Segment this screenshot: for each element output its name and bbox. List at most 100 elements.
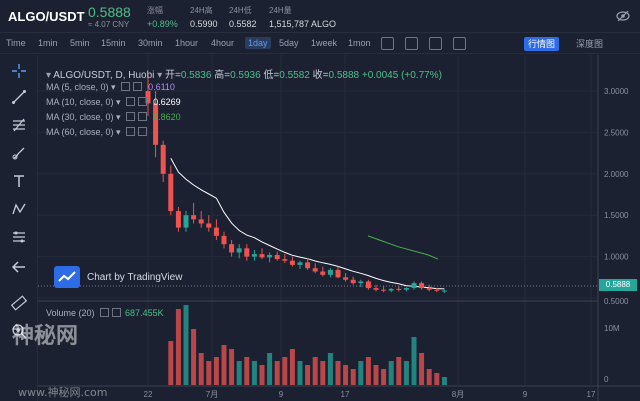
date-tick-label: 9 <box>523 390 528 399</box>
change-value: +0.0045 (+0.77%) <box>361 70 442 81</box>
volume-bar <box>289 349 295 385</box>
ma30-legend[interactable]: MA (30, close, 0) ▾ 0.8620 <box>46 112 181 122</box>
price-axis: 3.0000 2.5000 2.0000 1.5000 1.0000 0.5000 10M 0 <box>597 55 640 401</box>
text-tool-icon[interactable] <box>11 173 27 189</box>
ohlc-legend: ▾ ALGO/USDT, D, Huobi ▾ 开=0.5836 高=0.593… <box>46 66 442 81</box>
settings-small-icon[interactable] <box>138 112 148 121</box>
trendline-icon[interactable] <box>11 89 27 105</box>
settings-icon[interactable] <box>405 37 418 50</box>
tradingview-credit[interactable]: Chart by TradingView <box>87 272 183 283</box>
volume-legend[interactable]: Volume (20) 687.455K <box>46 308 164 318</box>
volume-label: Volume (20) <box>46 308 95 318</box>
back-arrow-icon[interactable] <box>11 259 27 275</box>
eye-toggle-icon[interactable] <box>126 127 136 136</box>
volume-bar <box>358 361 364 385</box>
prediction-icon[interactable] <box>11 229 27 245</box>
indicator-icon[interactable] <box>381 37 394 50</box>
date-axis: 22 7月 9 17 8月 9 17 <box>38 385 640 399</box>
open-label: 开= <box>165 70 181 81</box>
tf-1day[interactable]: 1day <box>245 37 271 49</box>
settings-small-icon[interactable] <box>138 127 148 136</box>
ma5-label: MA (5, close, 0) <box>46 82 109 92</box>
settings-small-icon[interactable] <box>138 97 148 106</box>
symbol-name[interactable]: ALGO/USDT <box>8 9 85 24</box>
volume-bar <box>327 353 333 385</box>
zoom-in-icon[interactable] <box>11 323 27 339</box>
eye-toggle-icon[interactable] <box>126 97 136 106</box>
tf-4hour[interactable]: 4hour <box>211 38 235 48</box>
tf-15min[interactable]: 15min <box>101 38 126 48</box>
candle <box>426 288 432 290</box>
volume-bar <box>373 365 379 385</box>
ma5-value: 0.6110 <box>148 82 175 92</box>
eye-toggle-icon[interactable] <box>100 308 110 317</box>
depth-chart-button[interactable]: 深度图 <box>576 39 604 49</box>
candle <box>145 91 151 104</box>
volume-bar <box>213 357 219 385</box>
stat-value-high: 0.5990 <box>190 19 218 29</box>
screenshot-icon[interactable] <box>429 37 442 50</box>
settings-small-icon[interactable] <box>133 82 143 91</box>
volume-bar <box>388 361 394 385</box>
candle <box>388 288 394 291</box>
volume-bar <box>297 361 303 385</box>
candlestick-chart[interactable]: 3.0000 2.5000 2.0000 1.5000 1.0000 0.5000 10M 0… <box>38 55 640 401</box>
tf-1min[interactable]: 1min <box>38 38 58 48</box>
ma10-legend[interactable]: MA (10, close, 0) ▾ 0.6269 <box>46 97 181 107</box>
hide-eye-icon[interactable] <box>616 9 630 23</box>
settings-small-icon[interactable] <box>112 308 122 317</box>
last-price: 0.5888 <box>88 4 131 20</box>
tf-30min[interactable]: 30min <box>138 38 163 48</box>
candle <box>434 289 440 291</box>
volume-bar <box>259 365 265 385</box>
volume-bar <box>381 369 387 385</box>
ma60-label: MA (60, close, 0) <box>46 127 114 137</box>
tf-time[interactable]: Time <box>6 38 26 48</box>
stat-value-change: +0.89% <box>147 19 178 29</box>
tf-1hour[interactable]: 1hour <box>175 38 199 48</box>
volume-bar <box>419 353 425 385</box>
crosshair-icon[interactable] <box>11 63 27 79</box>
tradingview-logo-icon[interactable] <box>54 266 182 288</box>
brush-icon[interactable] <box>11 145 27 161</box>
candle <box>350 279 356 284</box>
market-chart-button[interactable]: 行情图 <box>524 37 560 51</box>
ruler-icon[interactable] <box>11 295 27 311</box>
price-tick-label: 0.5000 <box>604 297 629 306</box>
pattern-icon[interactable] <box>11 201 27 217</box>
candle <box>411 283 417 289</box>
volume-bar <box>244 357 250 385</box>
eye-toggle-icon[interactable] <box>121 82 131 91</box>
high-label: 高= <box>214 70 231 81</box>
volume-bar <box>335 361 341 385</box>
tf-1week[interactable]: 1week <box>311 38 338 48</box>
volume-bar <box>403 361 409 385</box>
stat-label-low: 24H低 <box>229 6 252 15</box>
tf-5day[interactable]: 5day <box>279 38 299 48</box>
candle <box>198 219 204 224</box>
tf-5min[interactable]: 5min <box>70 38 90 48</box>
candle <box>358 281 364 284</box>
volume-value: 687.455K <box>125 308 164 318</box>
date-tick-label: 22 <box>144 390 153 399</box>
close-label: 收= <box>312 70 329 81</box>
volume-bar <box>396 357 402 385</box>
ma60-legend[interactable]: MA (60, close, 0) ▾ <box>46 127 148 138</box>
ma5-legend[interactable]: MA (5, close, 0) ▾ 0.6110 <box>46 82 175 92</box>
candle <box>373 288 379 290</box>
candle <box>267 254 273 258</box>
fullscreen-icon[interactable] <box>453 37 466 50</box>
tf-1mon[interactable]: 1mon <box>348 38 371 48</box>
candle <box>221 235 227 245</box>
volume-bar <box>350 369 356 385</box>
collapse-chevron-icon[interactable]: ▾ <box>46 70 54 81</box>
volume-bar <box>426 369 432 385</box>
candle <box>327 269 333 275</box>
close-value: 0.5888 <box>328 70 360 81</box>
series-menu-icon[interactable]: ▾ <box>157 70 165 81</box>
price-tick-label: 3.0000 <box>604 87 629 96</box>
candle <box>365 281 371 289</box>
eye-toggle-icon[interactable] <box>126 112 136 121</box>
fib-tool-icon[interactable] <box>11 117 27 133</box>
date-tick-label: 17 <box>587 390 596 399</box>
